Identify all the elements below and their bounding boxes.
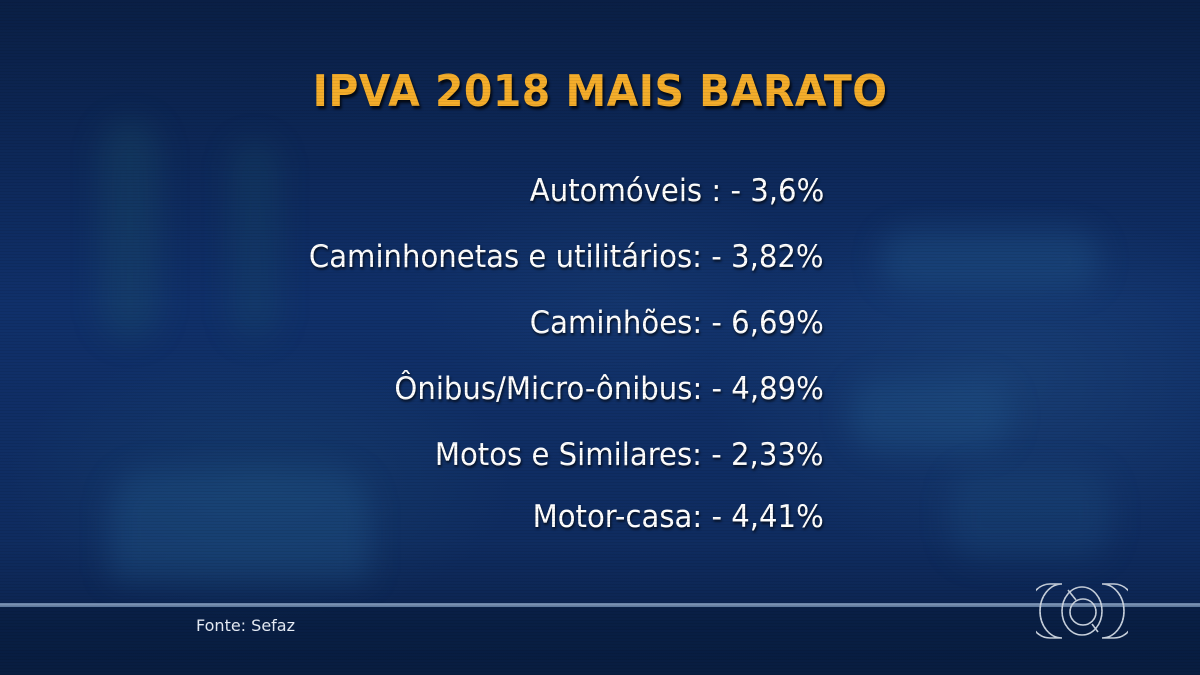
list-item-text: Caminhonetas e utilitários: - 3,82% xyxy=(309,239,824,275)
list-item: Caminhões: - 6,69% xyxy=(124,298,824,364)
blurred-light-background xyxy=(100,120,160,340)
source-credit: Fonte: Sefaz xyxy=(196,616,295,635)
list-item-text: Caminhões: - 6,69% xyxy=(530,305,824,341)
footer-band xyxy=(0,607,1200,675)
blurred-car-background xyxy=(110,470,370,580)
blurred-light-background xyxy=(230,140,280,340)
page-title: IPVA 2018 MAIS BARATO xyxy=(0,66,1200,117)
list-item: Caminhonetas e utilitários: - 3,82% xyxy=(124,232,824,298)
list-item-text: Automóveis : - 3,6% xyxy=(529,173,824,209)
footer-divider xyxy=(0,603,1200,607)
title-text: IPVA 2018 MAIS BARATO xyxy=(312,66,888,117)
list-item-text: Ônibus/Micro-ônibus: - 4,89% xyxy=(394,371,824,407)
list-item: Ônibus/Micro-ônibus: - 4,89% xyxy=(124,364,824,430)
tax-reduction-list: Automóveis : - 3,6% Caminhonetas e utili… xyxy=(124,166,824,554)
list-item: Motor-casa: - 4,41% xyxy=(124,492,824,554)
list-item: Automóveis : - 3,6% xyxy=(124,166,824,232)
blurred-car-background xyxy=(850,380,1010,450)
list-item: Motos e Similares: - 2,33% xyxy=(124,430,824,492)
blurred-car-background xyxy=(880,230,1100,290)
tv-network-logo-icon xyxy=(1036,583,1128,639)
list-item-text: Motos e Similares: - 2,33% xyxy=(435,437,824,473)
blurred-car-background xyxy=(950,470,1110,560)
list-item-text: Motor-casa: - 4,41% xyxy=(532,499,824,535)
